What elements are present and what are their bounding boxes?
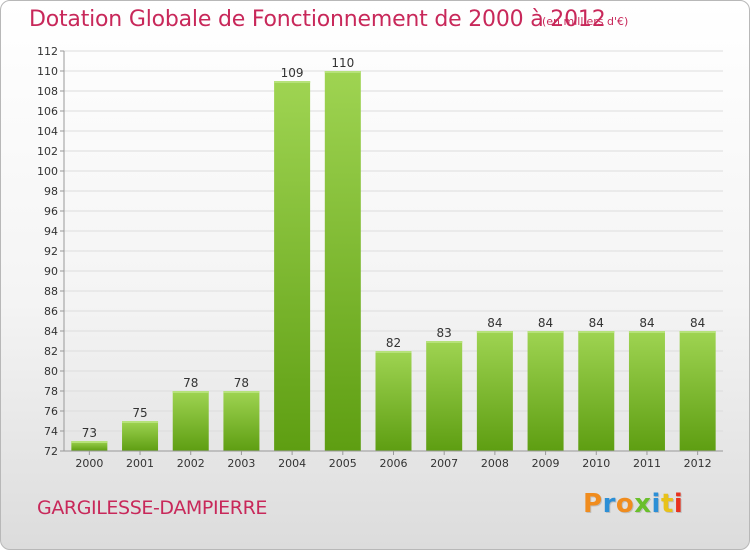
y-tick-label: 110	[37, 65, 58, 78]
bar-highlight	[172, 391, 209, 393]
chart-title: Dotation Globale de Fonctionnement de 20…	[29, 7, 606, 32]
y-tick-label: 104	[37, 125, 58, 138]
x-tick-label: 2008	[481, 457, 509, 470]
y-axis: 72 74 76 78 80 82 84 86 88 90 92 94 96 98 100 102 104 106…	[37, 45, 65, 458]
y-tick-label: 86	[44, 305, 58, 318]
data-label: 78	[234, 376, 249, 390]
data-label: 75	[132, 406, 147, 420]
data-label: 73	[82, 426, 97, 440]
y-tick-label: 80	[44, 365, 58, 378]
bar-highlight	[426, 341, 463, 343]
bar-highlight	[578, 331, 615, 333]
x-tick-label: 2000	[75, 457, 103, 470]
x-tick-label: 2012	[684, 457, 712, 470]
bar-highlight	[527, 331, 564, 333]
x-tick-label: 2010	[582, 457, 610, 470]
data-label: 84	[487, 316, 502, 330]
logo-letter: o	[615, 489, 635, 519]
x-axis: 2000 2001 2002 2003 2004 2005 2006 2007 2008 2009…	[64, 450, 723, 470]
data-label: 84	[690, 316, 705, 330]
y-tick-label: 90	[44, 265, 58, 278]
y-tick-label: 108	[37, 85, 58, 98]
logo-letter: i	[651, 489, 661, 519]
data-label: 109	[281, 66, 304, 80]
bar-highlight	[223, 391, 260, 393]
bar-2004	[274, 81, 311, 451]
bar-2010	[578, 331, 615, 451]
logo-letter: P	[583, 489, 603, 519]
y-tick-label: 74	[44, 425, 58, 438]
data-label: 78	[183, 376, 198, 390]
bar-2009	[527, 331, 564, 451]
commune-name: GARGILESSE-DAMPIERRE	[37, 497, 267, 519]
logo-letter: r	[602, 489, 616, 519]
proxiti-logo: Proxiti	[583, 489, 683, 519]
bar-highlight	[274, 81, 311, 83]
bar-highlight	[375, 351, 412, 353]
bar-highlight	[122, 421, 159, 423]
bar-2008	[476, 331, 513, 451]
data-label: 83	[437, 326, 452, 340]
y-tick-label: 72	[44, 445, 58, 458]
y-tick-label: 102	[37, 145, 58, 158]
x-tick-label: 2011	[633, 457, 661, 470]
y-tick-label: 94	[44, 225, 58, 238]
y-tick-label: 112	[37, 45, 58, 58]
y-tick-label: 76	[44, 405, 58, 418]
x-tick-label: 2002	[177, 457, 205, 470]
y-tick-label: 106	[37, 105, 58, 118]
bar-2001	[122, 421, 159, 451]
x-tick-label: 2009	[532, 457, 560, 470]
bar-highlight	[476, 331, 513, 333]
data-label: 84	[538, 316, 553, 330]
y-tick-label: 88	[44, 285, 58, 298]
y-tick-label: 78	[44, 385, 58, 398]
y-tick-label: 92	[44, 245, 58, 258]
logo-letter: x	[634, 489, 652, 519]
bar-2007	[426, 341, 463, 451]
bar-2003	[223, 391, 260, 451]
x-tick-label: 2007	[430, 457, 458, 470]
bar-2002	[172, 391, 209, 451]
y-tick-label: 98	[44, 185, 58, 198]
bar-highlight	[628, 331, 665, 333]
x-tick-label: 2004	[278, 457, 306, 470]
bar-2000	[71, 441, 108, 451]
x-tick-label: 2003	[227, 457, 255, 470]
logo-letter: t	[660, 489, 674, 519]
y-tick-label: 84	[44, 325, 58, 338]
bar-highlight	[71, 441, 108, 443]
y-tick-label: 96	[44, 205, 58, 218]
bar-2012	[679, 331, 716, 451]
bar-2005	[324, 71, 361, 451]
bar-highlight	[324, 71, 361, 73]
data-label: 84	[589, 316, 604, 330]
data-label: 82	[386, 336, 401, 350]
bar-2006	[375, 351, 412, 451]
bar-2011	[628, 331, 665, 451]
y-tick-label: 82	[44, 345, 58, 358]
x-tick-label: 2001	[126, 457, 154, 470]
chart-subtitle: (en milliers d'€)	[542, 15, 629, 28]
logo-letter: i	[673, 489, 684, 519]
bars-group: 73 75 78 78 109 110 82 83 84 84 84 84 84	[71, 56, 716, 451]
y-tick-label: 100	[37, 165, 58, 178]
data-label: 110	[331, 56, 354, 70]
x-tick-label: 2005	[329, 457, 357, 470]
x-tick-label: 2006	[380, 457, 408, 470]
bar-highlight	[679, 331, 716, 333]
data-label: 84	[639, 316, 654, 330]
